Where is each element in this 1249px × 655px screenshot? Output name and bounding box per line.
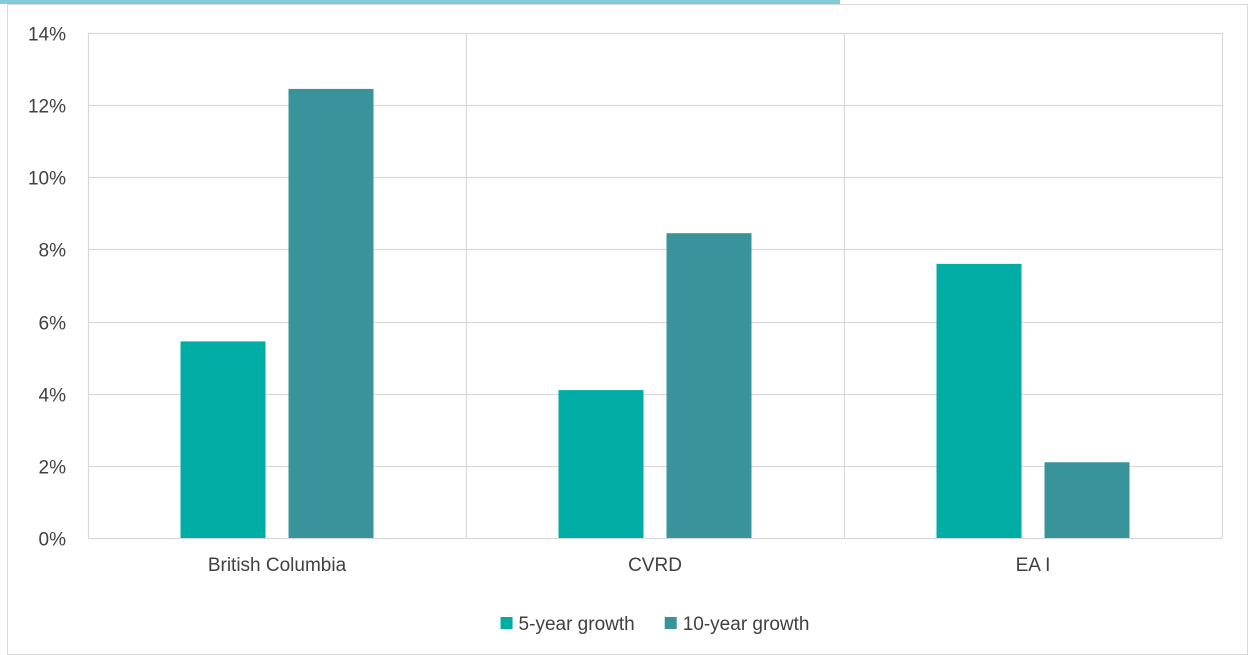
y-tick-label-0: 0% (39, 530, 67, 551)
bar-cvrd-series-2 (666, 233, 752, 539)
y-tick-label-2: 2% (39, 458, 67, 479)
x-tick-label-ea-i: EA I (1016, 555, 1051, 576)
gridlines (87, 32, 1224, 540)
bar-cvrd-series-1 (558, 390, 644, 538)
bar-ea-i-series-1 (936, 263, 1022, 538)
bars (180, 88, 1130, 539)
x-tick-label-british-columbia: British Columbia (208, 555, 347, 576)
legend-label-1: 5-year growth (519, 614, 635, 635)
bar-british-columbia-series-1 (180, 341, 266, 538)
y-axis: 0% 2% 4% 6% 8% 10% 12% 14% (28, 25, 66, 551)
x-axis: British Columbia CVRD EA I (208, 555, 1051, 576)
x-tick-label-cvrd: CVRD (628, 555, 682, 576)
cropped-caption-strip (0, 0, 840, 4)
y-tick-label-12: 12% (28, 97, 66, 118)
y-tick-label-6: 6% (39, 314, 67, 335)
y-tick-label-8: 8% (39, 241, 67, 262)
legend-swatch-1 (500, 617, 513, 629)
y-tick-label-14: 14% (28, 25, 66, 46)
bar-british-columbia-series-2 (288, 88, 374, 539)
legend-swatch-2 (664, 617, 677, 629)
y-tick-label-10: 10% (28, 169, 66, 190)
legend: 5-year growth 10-year growth (500, 614, 810, 635)
legend-label-2: 10-year growth (683, 614, 810, 635)
bar-ea-i-series-2 (1044, 462, 1130, 538)
y-tick-label-4: 4% (39, 386, 67, 407)
